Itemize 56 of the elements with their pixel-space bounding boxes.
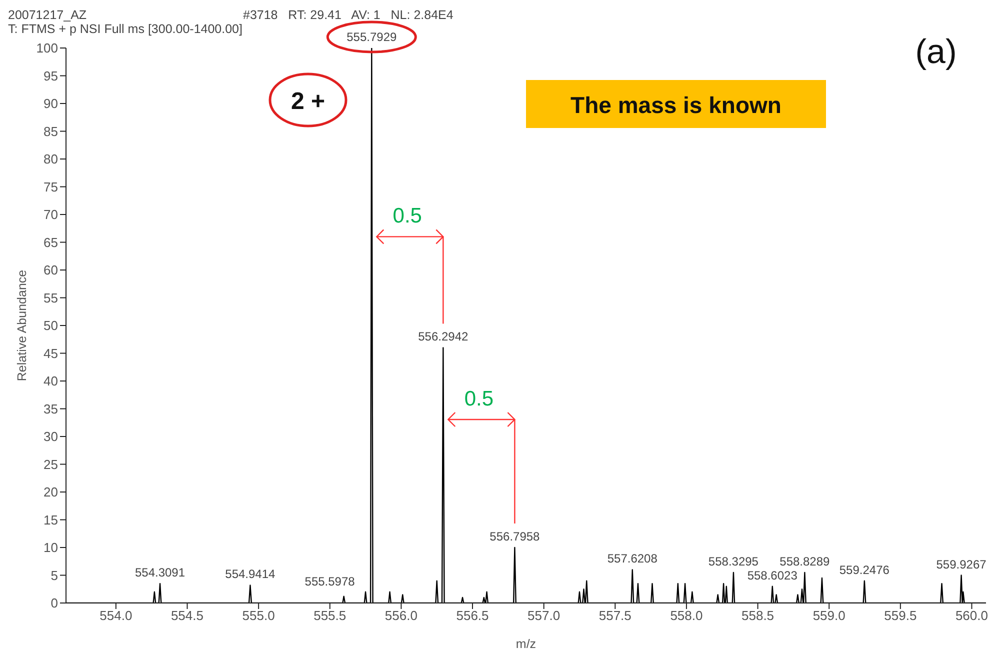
x-tick-label: 559.5 bbox=[884, 608, 917, 624]
x-axis-title: m/z bbox=[516, 637, 536, 649]
y-tick-label: 95 bbox=[44, 68, 58, 84]
annotation: 559.9267 bbox=[936, 557, 987, 572]
annotation: 555.7929 bbox=[346, 30, 397, 44]
y-tick-label: 40 bbox=[44, 374, 58, 389]
x-tick-label: 554.0 bbox=[100, 608, 132, 624]
x-tick-label: 554.5 bbox=[170, 608, 204, 624]
y-axis-title: Relative Abundance bbox=[15, 270, 29, 382]
annotation: 559.2476 bbox=[839, 562, 890, 577]
annotation: (a) bbox=[915, 33, 957, 71]
y-tick-label: 10 bbox=[44, 540, 58, 556]
x-tick-label: 555.5 bbox=[314, 608, 346, 624]
x-tick-label: 557.0 bbox=[528, 608, 560, 624]
y-tick-label: 85 bbox=[44, 124, 58, 139]
x-tick-label: 556.0 bbox=[384, 608, 418, 624]
text: 20071217_AZ bbox=[8, 8, 87, 22]
annotation: 556.2942 bbox=[418, 330, 469, 344]
annotation: 558.6023 bbox=[747, 568, 798, 582]
y-tick-label: 50 bbox=[44, 318, 58, 334]
y-tick-label: 90 bbox=[44, 96, 58, 112]
y-tick-label: 45 bbox=[44, 346, 58, 361]
y-tick-label: 5 bbox=[50, 568, 58, 583]
y-tick-label: 35 bbox=[44, 401, 58, 416]
annotation: 555.5978 bbox=[304, 574, 356, 588]
annotation: 558.8289 bbox=[780, 554, 830, 568]
x-tick-label: 558.5 bbox=[742, 608, 774, 624]
y-tick-label: 20 bbox=[44, 484, 58, 500]
x-tick-label: 558.0 bbox=[670, 608, 703, 624]
x-tick-label: 555.0 bbox=[242, 608, 275, 624]
y-tick-label: 55 bbox=[44, 290, 58, 306]
text: T: FTMS + p NSI Full ms [300.00-1400.00] bbox=[8, 22, 242, 36]
annotation: 2 + bbox=[290, 88, 326, 115]
x-tick-label: 560.0 bbox=[955, 608, 988, 624]
y-tick-label: 60 bbox=[44, 262, 58, 278]
annotation: 556.7958 bbox=[490, 530, 540, 544]
y-tick-label: 65 bbox=[44, 234, 58, 250]
annotation: 0.5 bbox=[392, 204, 422, 228]
annotation: 554.9414 bbox=[225, 567, 276, 582]
x-tick-label: 559.0 bbox=[812, 608, 846, 624]
x-tick-label: 557.5 bbox=[598, 608, 632, 624]
annotation: 554.3091 bbox=[134, 566, 186, 580]
y-tick-label: 70 bbox=[44, 207, 58, 222]
annotation: 557.6208 bbox=[607, 552, 658, 566]
annotation: 0.5 bbox=[464, 388, 494, 410]
annotation: 558.3295 bbox=[708, 554, 759, 568]
y-tick-label: 75 bbox=[44, 179, 58, 194]
y-tick-label: 80 bbox=[44, 152, 58, 167]
y-tick-label: 30 bbox=[44, 429, 58, 444]
annotation: The mass is known bbox=[570, 92, 782, 118]
text: #3718 RT: 29.41 AV: 1 NL: 2.84E4 bbox=[243, 8, 454, 22]
y-tick-label: 100 bbox=[36, 40, 58, 56]
y-tick-label: 15 bbox=[44, 512, 58, 528]
y-tick-label: 25 bbox=[44, 456, 58, 472]
y-tick-label: 0 bbox=[50, 596, 58, 611]
x-tick-label: 556.5 bbox=[456, 608, 489, 624]
